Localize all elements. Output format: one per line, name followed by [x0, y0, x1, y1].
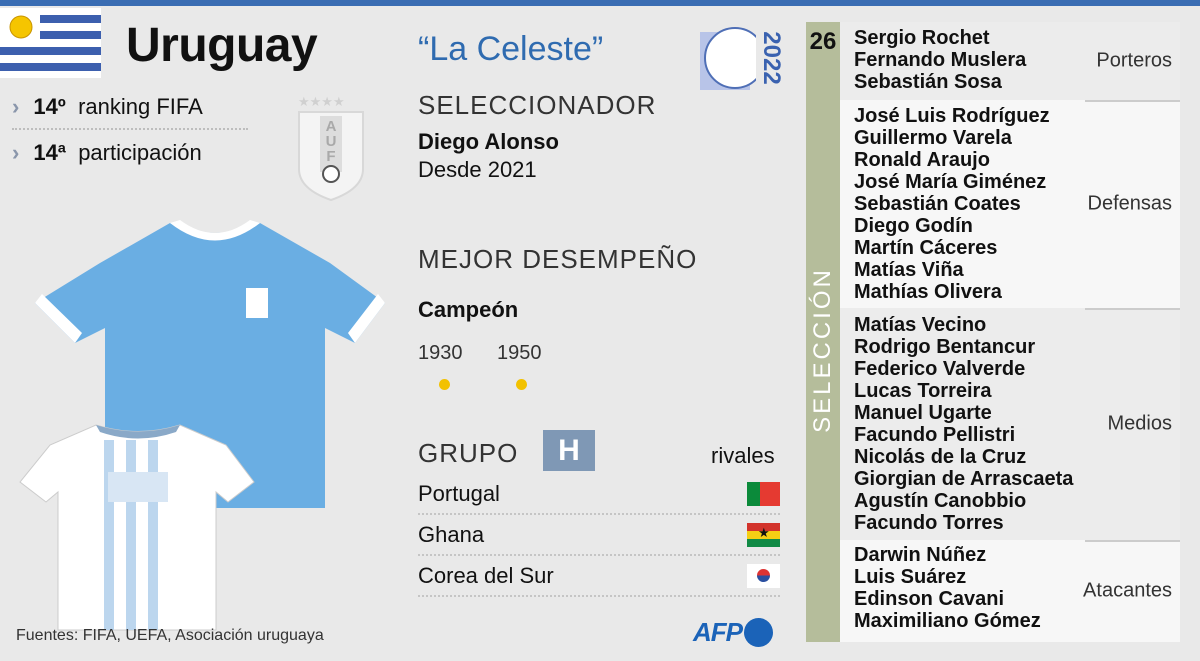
squad-section-midfielders: Matías Vecino Rodrigo Bentancur Federico V…	[840, 308, 1180, 540]
uruguay-flag	[0, 8, 101, 78]
nickname: “La Celeste”	[418, 30, 604, 68]
category-label: Atacantes	[1083, 579, 1172, 602]
logo-year: 2022	[758, 31, 785, 85]
auf-crest-icon: ★★★★	[298, 94, 364, 202]
squad-bar	[806, 22, 840, 642]
title-year: 1950	[497, 342, 542, 364]
world-cup-2022-logo	[700, 22, 785, 94]
rival-name: Ghana	[418, 522, 485, 547]
sources: Fuentes: FIFA, UEFA, Asociación uruguaya	[16, 627, 324, 644]
chevron-right-icon: ›	[12, 94, 20, 119]
category-label: Defensas	[1087, 192, 1173, 215]
rival-row: Corea del Sur	[418, 563, 780, 597]
category-label: Porteros	[1096, 49, 1172, 72]
rival-row: Portugal	[418, 481, 780, 515]
crest-text: AUF	[325, 118, 337, 165]
player-list: Darwin Núñez Luis Suárez Edinson Cavani Max…	[854, 544, 1041, 632]
player-list: José Luis Rodríguez Guillermo Varela Ronal…	[854, 105, 1050, 303]
title-dot-icon	[439, 379, 450, 390]
divider	[12, 128, 248, 130]
chevron-right-icon: ›	[12, 140, 20, 165]
stat-value: 14ª	[33, 140, 66, 165]
squad-section-goalkeepers: Sergio Rochet Fernando Muslera Sebastián S…	[840, 22, 1180, 100]
coach-since: Desde 2021	[418, 157, 537, 182]
title-dot-icon	[516, 379, 527, 390]
stat-participation: › 14ª participación	[12, 140, 202, 166]
rival-name: Portugal	[418, 481, 500, 506]
stat-ranking: › 14º ranking FIFA	[12, 94, 203, 120]
best-heading: MEJOR DESEMPEÑO	[418, 244, 698, 274]
squad-count: 26	[809, 28, 837, 55]
away-shirt-image	[19, 424, 255, 631]
svg-text:★★★★: ★★★★	[298, 94, 345, 109]
squad-section-defenders: José Luis Rodríguez Guillermo Varela Ronal…	[840, 100, 1180, 308]
squad-label: SELECCIÓN	[809, 267, 836, 433]
stat-label: participación	[78, 140, 202, 165]
player-list: Sergio Rochet Fernando Muslera Sebastián S…	[854, 27, 1027, 93]
category-label: Medios	[1107, 412, 1172, 435]
rival-name: Corea del Sur	[418, 563, 554, 588]
group-letter: H	[543, 430, 595, 471]
portugal-flag-icon	[747, 482, 780, 506]
best-result: Campeón	[418, 297, 519, 322]
country-title: Uruguay	[126, 19, 318, 72]
coach-heading: SELECCIONADOR	[418, 90, 657, 120]
afp-logo: AFP	[693, 617, 773, 648]
stat-value: 14º	[33, 94, 66, 119]
group-heading: GRUPO	[418, 438, 519, 468]
player-list: Matías Vecino Rodrigo Bentancur Federico V…	[854, 314, 1074, 534]
squad-section-forwards: Darwin Núñez Luis Suárez Edinson Cavani Max…	[840, 540, 1180, 642]
rivals-label: rivales	[711, 443, 775, 468]
coach-name: Diego Alonso	[418, 129, 559, 154]
ghana-flag-icon: ★	[747, 523, 780, 547]
title-year: 1930	[418, 342, 463, 364]
top-bar	[0, 0, 1200, 6]
stat-label: ranking FIFA	[78, 94, 203, 119]
south-korea-flag-icon	[747, 564, 780, 588]
rival-row: Ghana ★	[418, 522, 780, 556]
